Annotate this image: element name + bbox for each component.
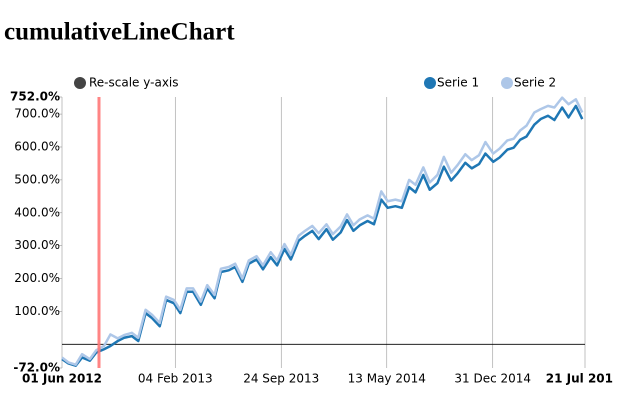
y-tick-label: 500.0%: [14, 172, 60, 186]
y-tick-label: 400.0%: [14, 205, 60, 219]
y-tick-label: 700.0%: [14, 107, 60, 121]
legend-dot[interactable]: [501, 77, 513, 89]
x-tick-label: 01 Jun 2012: [22, 372, 102, 386]
y-tick-label: 600.0%: [14, 139, 60, 153]
y-tick-label: 200.0%: [14, 271, 60, 285]
x-tick-label: 13 May 2014: [348, 372, 426, 386]
y-tick-label: 300.0%: [14, 238, 60, 252]
legend-label[interactable]: Serie 1: [437, 76, 479, 90]
legend-dot[interactable]: [424, 77, 436, 89]
series-line: [61, 104, 584, 367]
y-tick-label: 100.0%: [14, 304, 60, 318]
series-line: [61, 96, 584, 366]
control-dot[interactable]: [74, 77, 86, 89]
y-tick-label: -72.0%: [13, 361, 60, 375]
index-line[interactable]: [97, 97, 101, 368]
x-tick-label: 21 Jul 201: [546, 372, 613, 386]
x-tick-label: 04 Feb 2013: [138, 372, 213, 386]
legend-label[interactable]: Serie 2: [514, 76, 556, 90]
control-label[interactable]: Re-scale y-axis: [89, 76, 179, 90]
x-tick-label: 24 Sep 2013: [243, 372, 319, 386]
y-tick-label: 752.0%: [10, 90, 60, 104]
chart-title: cumulativeLineChart: [4, 19, 235, 46]
x-tick-label: 31 Dec 2014: [454, 372, 531, 386]
